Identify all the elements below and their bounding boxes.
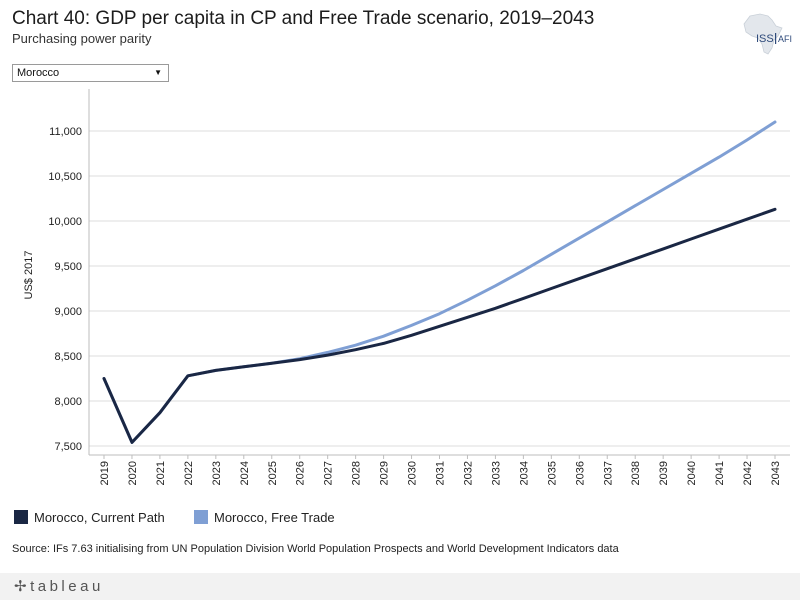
series-line-morocco-free-trade[interactable] bbox=[102, 120, 777, 444]
iss-afi-logo: ISS AFI bbox=[743, 13, 792, 55]
x-tick-label: 2021 bbox=[155, 461, 167, 485]
x-tick-label: 2024 bbox=[239, 461, 251, 485]
tableau-plus-icon: ✢ bbox=[14, 578, 31, 595]
x-tick-label: 2034 bbox=[518, 461, 530, 485]
x-tick-label: 2026 bbox=[295, 461, 307, 485]
x-tick-label: 2031 bbox=[435, 461, 447, 485]
x-tick-label: 2032 bbox=[462, 461, 474, 485]
x-tick-label: 2039 bbox=[658, 461, 670, 485]
chart-subtitle: Purchasing power parity bbox=[12, 31, 152, 46]
y-tick-label: 8,500 bbox=[54, 351, 82, 363]
x-tick-label: 2025 bbox=[267, 461, 279, 485]
x-tick-label: 2036 bbox=[574, 461, 586, 485]
y-tick-label: 10,500 bbox=[48, 171, 82, 183]
x-tick-label: 2042 bbox=[742, 461, 754, 485]
y-axis-title: US$ 2017 bbox=[23, 251, 35, 300]
x-tick-label: 2037 bbox=[602, 461, 614, 485]
x-tick-label: 2028 bbox=[351, 461, 363, 485]
chart-title: Chart 40: GDP per capita in CP and Free … bbox=[12, 8, 595, 29]
tableau-footer: ✢tableau bbox=[0, 573, 800, 600]
x-tick-label: 2038 bbox=[630, 461, 642, 485]
x-tick-label: 2019 bbox=[99, 461, 111, 485]
africa-map-icon bbox=[743, 13, 783, 55]
y-tick-label: 8,000 bbox=[54, 396, 82, 408]
logo-afi-text: AFI bbox=[778, 34, 792, 44]
legend-swatch-free-trade bbox=[194, 510, 208, 524]
y-tick-label: 9,000 bbox=[54, 306, 82, 318]
y-tick-label: 11,000 bbox=[49, 126, 82, 138]
x-tick-label: 2033 bbox=[490, 461, 502, 485]
x-tick-label: 2027 bbox=[323, 461, 335, 485]
legend-label-current-path: Morocco, Current Path bbox=[34, 510, 165, 525]
x-tick-label: 2041 bbox=[714, 461, 726, 485]
x-tick-label: 2030 bbox=[407, 461, 419, 485]
tableau-brand-text: tableau bbox=[30, 578, 104, 595]
chevron-down-icon: ▼ bbox=[154, 68, 162, 77]
tableau-logo[interactable]: ✢tableau bbox=[14, 577, 104, 595]
y-tick-label: 9,500 bbox=[54, 261, 82, 273]
x-tick-label: 2022 bbox=[183, 461, 195, 485]
legend-item-current-path[interactable]: Morocco, Current Path bbox=[14, 510, 165, 525]
legend-swatch-current-path bbox=[14, 510, 28, 524]
y-tick-label: 10,000 bbox=[48, 216, 82, 228]
x-tick-label: 2040 bbox=[686, 461, 698, 485]
y-tick-label: 7,500 bbox=[54, 441, 82, 453]
gdp-line-chart: 7,500 8,000 8,500 9,000 9,500 10,000 10,500 11,… bbox=[23, 89, 790, 485]
x-tick-label: 2035 bbox=[546, 461, 558, 485]
legend-label-free-trade: Morocco, Free Trade bbox=[214, 510, 335, 525]
x-tick-label: 2023 bbox=[211, 461, 223, 485]
x-tick-label: 2020 bbox=[127, 461, 139, 485]
logo-iss-text: ISS bbox=[756, 33, 774, 45]
series-line-morocco-current-path[interactable] bbox=[102, 207, 777, 444]
legend-item-free-trade[interactable]: Morocco, Free Trade bbox=[194, 510, 335, 525]
x-tick-label: 2029 bbox=[379, 461, 391, 485]
country-filter-dropdown[interactable]: Morocco ▼ bbox=[12, 64, 169, 82]
country-filter-value: Morocco bbox=[17, 67, 60, 79]
source-note: Source: IFs 7.63 initialising from UN Po… bbox=[12, 543, 619, 555]
x-tick-label: 2043 bbox=[770, 461, 782, 485]
